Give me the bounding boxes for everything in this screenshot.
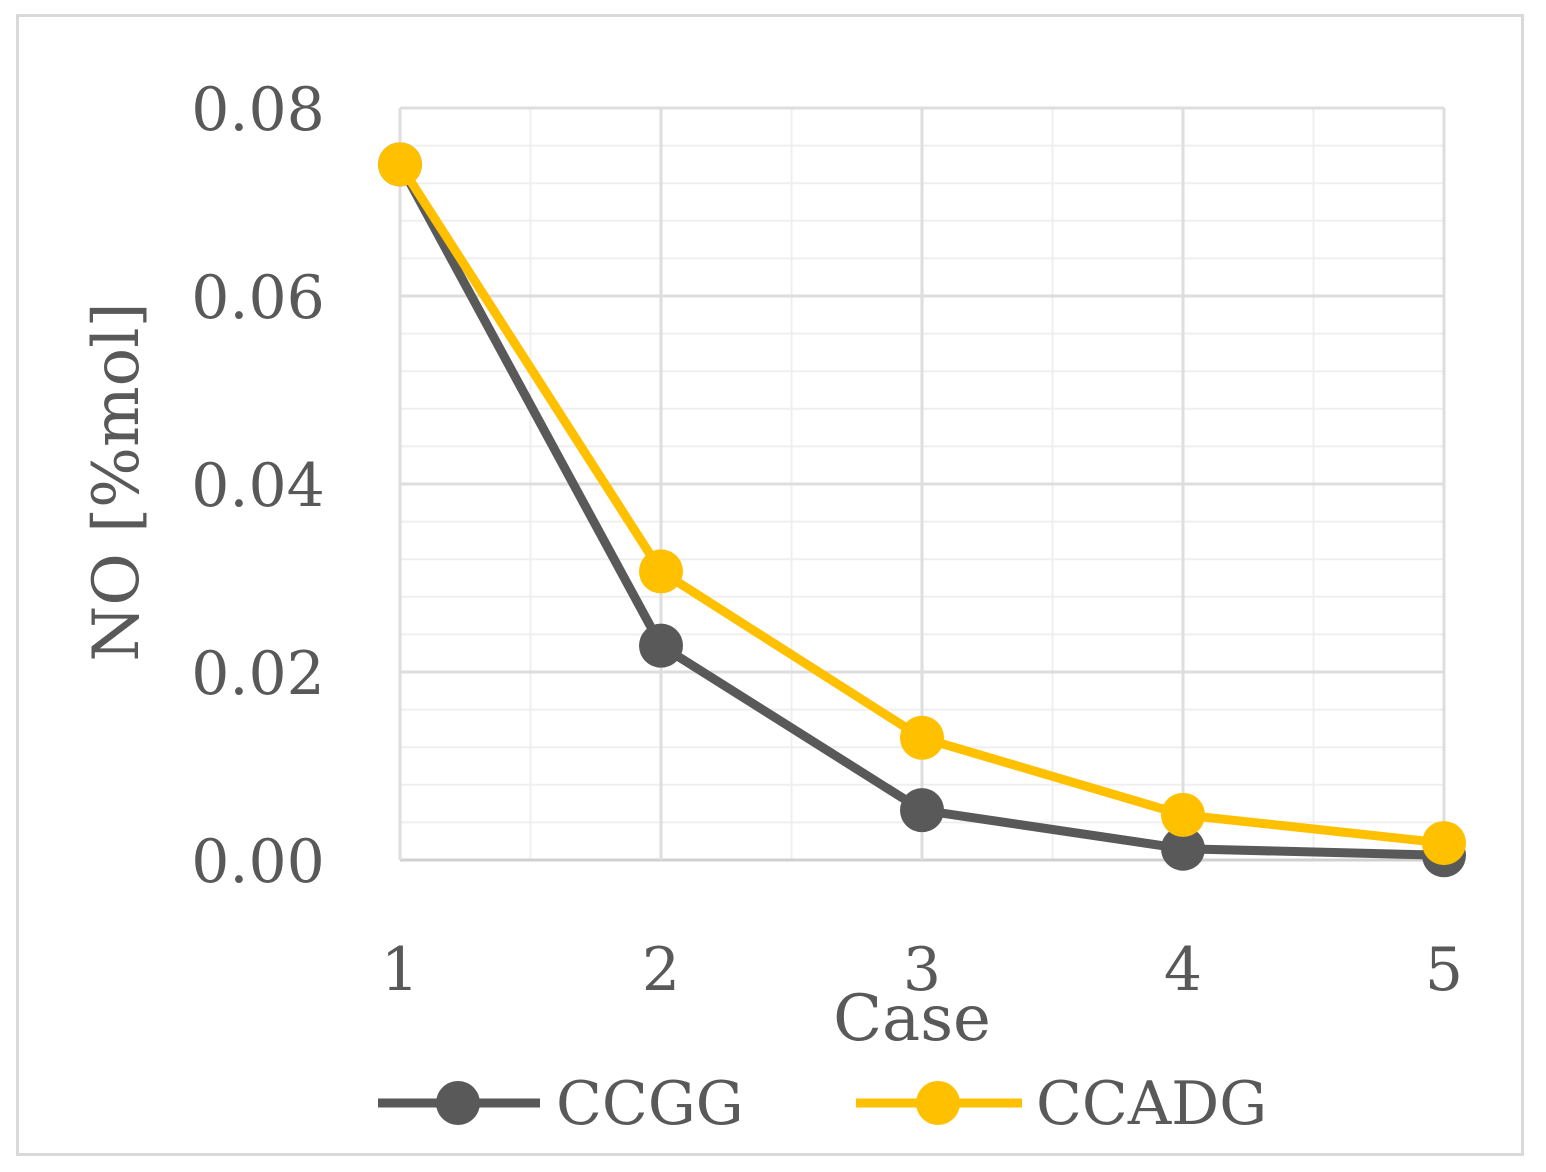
x-tick-label: 3 — [903, 935, 941, 1005]
legend-marker-ccgg — [436, 1081, 480, 1125]
x-tick-label: 5 — [1425, 935, 1463, 1005]
data-point-ccadg — [900, 715, 944, 760]
y-tick-label: 0.06 — [191, 263, 325, 333]
data-point-ccgg — [639, 623, 683, 668]
x-tick-labels: 1 2 3 4 5 — [381, 935, 1463, 1005]
chart-frame — [16, 14, 1524, 1156]
x-axis-title: Case — [833, 982, 991, 1056]
data-point-ccgg — [1161, 826, 1205, 871]
data-point-ccgg — [900, 788, 944, 833]
y-tick-label: 0.04 — [191, 451, 325, 521]
y-axis-title: NO [%mol] — [80, 302, 154, 661]
y-tick-label: 0.00 — [191, 827, 325, 897]
legend-label-ccgg: CCGG — [556, 1069, 744, 1139]
y-tick-labels: 0.00 0.02 0.04 0.06 0.08 — [191, 75, 325, 897]
data-point-ccadg — [1161, 792, 1205, 837]
series-layer — [378, 142, 1466, 878]
legend: CCGG CCADG — [378, 1069, 1267, 1139]
x-tick-label: 4 — [1164, 935, 1202, 1005]
legend-label-ccadg: CCADG — [1036, 1069, 1267, 1139]
legend-marker-ccadg — [916, 1081, 960, 1125]
x-tick-label: 2 — [642, 935, 680, 1005]
data-point-ccadg — [378, 142, 422, 187]
data-point-ccadg — [1422, 821, 1466, 866]
y-tick-label: 0.02 — [191, 639, 325, 709]
x-tick-label: 1 — [381, 935, 419, 1005]
y-tick-label: 0.08 — [191, 75, 325, 145]
data-point-ccadg — [639, 549, 683, 594]
